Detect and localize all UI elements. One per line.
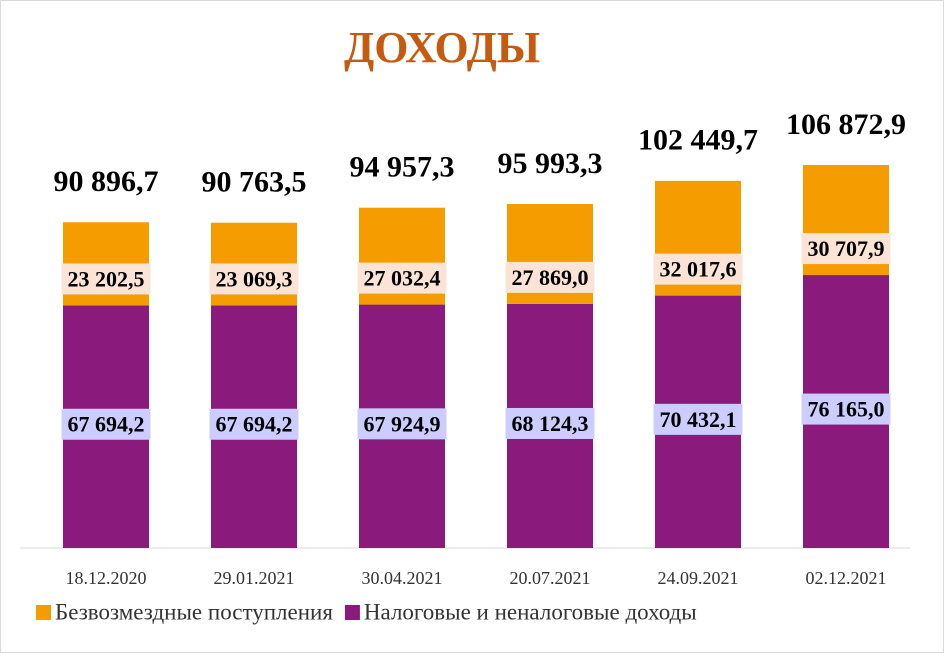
x-tick-label: 29.01.2021 <box>214 568 295 588</box>
value-label: 70 432,1 <box>660 407 737 432</box>
x-tick-label: 24.09.2021 <box>658 568 739 588</box>
value-label-box <box>653 403 743 435</box>
x-tick-label: 30.04.2021 <box>362 568 443 588</box>
total-label: 106 872,9 <box>786 108 906 141</box>
total-label: 95 993,3 <box>498 147 603 180</box>
value-label: 68 124,3 <box>512 411 589 436</box>
x-tick-label: 02.12.2021 <box>806 568 887 588</box>
value-label: 67 694,2 <box>68 412 145 437</box>
x-tick-label: 20.07.2021 <box>510 568 591 588</box>
chart-title: ДОХОДЫ <box>344 23 540 72</box>
value-label-box <box>357 262 447 294</box>
value-label: 30 707,9 <box>808 236 885 261</box>
value-label-box <box>801 233 891 265</box>
value-label-box <box>209 408 299 440</box>
value-label-box <box>61 263 151 295</box>
legend-label: Безвозмездные поступления <box>55 599 333 624</box>
value-label: 27 869,0 <box>512 265 589 290</box>
value-label-box <box>653 253 743 285</box>
value-label: 76 165,0 <box>808 397 885 422</box>
value-label: 23 202,5 <box>68 266 145 291</box>
total-label: 90 896,7 <box>54 165 159 198</box>
value-label-box <box>505 261 595 293</box>
total-label: 94 957,3 <box>350 151 455 184</box>
value-label-box <box>61 408 151 440</box>
value-label-box <box>505 407 595 439</box>
total-label: 90 763,5 <box>202 166 307 199</box>
value-label: 67 924,9 <box>364 411 441 436</box>
value-label-box <box>209 263 299 295</box>
x-tick-label: 18.12.2020 <box>66 568 147 588</box>
value-label: 23 069,3 <box>216 266 293 291</box>
total-label: 102 449,7 <box>638 124 758 157</box>
value-label: 67 694,2 <box>216 412 293 437</box>
value-label-box <box>801 393 891 425</box>
legend-swatch <box>344 605 360 620</box>
value-label: 32 017,6 <box>660 257 737 282</box>
legend-swatch <box>36 605 51 620</box>
legend-label: Налоговые и неналоговые доходы <box>364 599 697 624</box>
value-label: 27 032,4 <box>364 266 441 291</box>
value-label-box <box>357 408 447 440</box>
